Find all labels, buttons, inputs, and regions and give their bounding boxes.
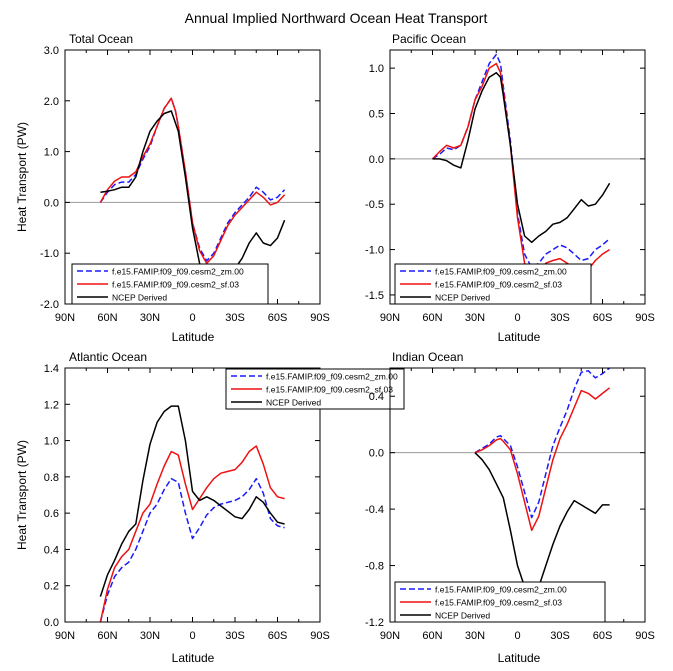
series-line-1 [474, 387, 611, 532]
y-tick-label: -1.0 [365, 245, 384, 257]
x-tick-label: 90N [380, 312, 400, 324]
series-line-0 [99, 477, 285, 623]
x-tick-label: 30S [225, 630, 245, 642]
panel-title: Total Ocean [69, 32, 133, 46]
y-tick-label: 0.0 [44, 197, 59, 209]
series-line-2 [474, 452, 610, 602]
y-tick-label: 1.0 [44, 147, 59, 159]
legend: f.e15.FAMIP.f09_f09.cesm2_zm.00 f.e15.FAM… [394, 581, 606, 623]
legend-label: NCEP Derived [435, 293, 490, 303]
legend-label: f.e15.FAMIP.f09_f09.cesm2_sf.03 [266, 385, 393, 395]
x-tick-label: 30S [550, 312, 570, 324]
x-tick-label: 60S [593, 312, 613, 324]
legend-label: NCEP Derived [435, 611, 490, 621]
y-tick-label: 0.4 [369, 391, 384, 403]
x-tick-label: 0 [514, 312, 520, 324]
x-tick-label: 90N [55, 630, 75, 642]
y-tick-label: 2.0 [44, 96, 59, 108]
legend: f.e15.FAMIP.f09_f09.cesm2_zm.00 f.e15.FAM… [225, 368, 405, 410]
y-tick-label: -1.0 [40, 248, 59, 260]
legend: f.e15.FAMIP.f09_f09.cesm2_zm.00 f.e15.FAM… [71, 263, 269, 305]
x-tick-label: 90S [310, 630, 330, 642]
legend-label: f.e15.FAMIP.f09_f09.cesm2_zm.00 [266, 372, 398, 382]
panel-title: Pacific Ocean [392, 32, 466, 46]
series-line-2 [432, 71, 611, 244]
series-line-1 [99, 445, 285, 623]
x-tick-label: 60N [422, 312, 442, 324]
legend-label: f.e15.FAMIP.f09_f09.cesm2_zm.00 [435, 585, 567, 595]
y-tick-label: 0.6 [44, 508, 59, 520]
legend-label: f.e15.FAMIP.f09_f09.cesm2_sf.03 [112, 280, 239, 290]
y-tick-label: -1.5 [365, 290, 384, 302]
x-tick-label: 0 [189, 630, 195, 642]
x-tick-label: 30N [465, 312, 485, 324]
y-tick-label: 3.0 [44, 45, 59, 57]
x-tick-label: 0 [189, 312, 195, 324]
y-tick-label: -0.5 [365, 199, 384, 211]
x-tick-label: 90S [635, 312, 655, 324]
x-tick-label: 90N [380, 630, 400, 642]
y-tick-label: -2.0 [40, 299, 59, 311]
series-line-0 [99, 97, 286, 262]
x-tick-label: 30N [465, 630, 485, 642]
y-tick-label: 0.0 [369, 448, 384, 460]
x-tick-label: 60N [97, 630, 117, 642]
panel-title: Atlantic Ocean [69, 350, 147, 364]
x-tick-label: 30S [225, 312, 245, 324]
y-tick-label: 1.0 [44, 436, 59, 448]
y-tick-label: 0.5 [369, 109, 384, 121]
x-tick-label: 30S [550, 630, 570, 642]
legend-label: f.e15.FAMIP.f09_f09.cesm2_zm.00 [435, 267, 567, 277]
y-tick-label: -0.4 [365, 504, 384, 516]
y-tick-label: 0.8 [44, 472, 59, 484]
x-tick-label: 0 [514, 630, 520, 642]
x-axis-label: Latitude [498, 330, 541, 344]
y-tick-label: 0.0 [44, 617, 59, 629]
y-axis-label: Heat Transport (PW) [15, 440, 29, 550]
x-tick-label: 60S [268, 312, 288, 324]
legend-label: f.e15.FAMIP.f09_f09.cesm2_zm.00 [112, 267, 244, 277]
y-tick-label: 1.0 [369, 63, 384, 75]
legend-label: f.e15.FAMIP.f09_f09.cesm2_sf.03 [435, 280, 562, 290]
x-tick-label: 30N [140, 630, 160, 642]
x-tick-label: 60S [593, 630, 613, 642]
legend-label: NCEP Derived [266, 398, 321, 408]
panel-1: 90N 60N 30N 0 30S 60S 90S -1.5 -1.0 -0.5 0.0 0.5 1.0… [365, 32, 655, 344]
x-tick-label: 90N [55, 312, 75, 324]
y-axis-label: Heat Transport (PW) [15, 122, 29, 232]
y-tick-label: 0.4 [44, 544, 59, 556]
x-tick-label: 60S [268, 630, 288, 642]
x-tick-label: 90S [310, 312, 330, 324]
x-tick-label: 30N [140, 312, 160, 324]
x-axis-label: Latitude [172, 330, 215, 344]
y-tick-label: -0.8 [365, 561, 384, 573]
y-tick-label: -1.2 [365, 617, 384, 629]
chart-panels: 90N 60N 30N 0 30S 60S 90S -2.0 -1.0 0.0 1.0 2.0 3.0 T… [15, 32, 655, 665]
series-line-2 [100, 110, 286, 285]
legend-label: f.e15.FAMIP.f09_f09.cesm2_sf.03 [435, 598, 562, 608]
x-axis-label: Latitude [498, 651, 541, 665]
legend: f.e15.FAMIP.f09_f09.cesm2_zm.00 f.e15.FAM… [394, 263, 592, 305]
panel-0: 90N 60N 30N 0 30S 60S 90S -2.0 -1.0 0.0 1.0 2.0 3.0 T… [15, 32, 330, 344]
y-tick-label: 1.2 [44, 399, 59, 411]
legend-label: NCEP Derived [112, 293, 167, 303]
panel-title: Indian Ocean [392, 350, 463, 364]
series-line-0 [474, 367, 611, 519]
panel-3: 90N 60N 30N 0 30S 60S 90S -1.2 -0.8 -0.4 0.0 0.4 Ind… [365, 350, 655, 665]
figure-title: Annual Implied Northward Ocean Heat Tran… [185, 10, 488, 26]
series-line-2 [99, 405, 285, 597]
y-tick-label: 0.0 [369, 154, 384, 166]
y-tick-label: 1.4 [44, 363, 59, 375]
y-tick-label: 0.2 [44, 581, 59, 593]
x-tick-label: 60N [97, 312, 117, 324]
x-tick-label: 60N [422, 630, 442, 642]
x-tick-label: 90S [635, 630, 655, 642]
panel-2: 90N 60N 30N 0 30S 60S 90S 0.0 0.2 0.4 0.6 0.8 1.0 1.2… [15, 350, 405, 665]
x-axis-label: Latitude [172, 651, 215, 665]
